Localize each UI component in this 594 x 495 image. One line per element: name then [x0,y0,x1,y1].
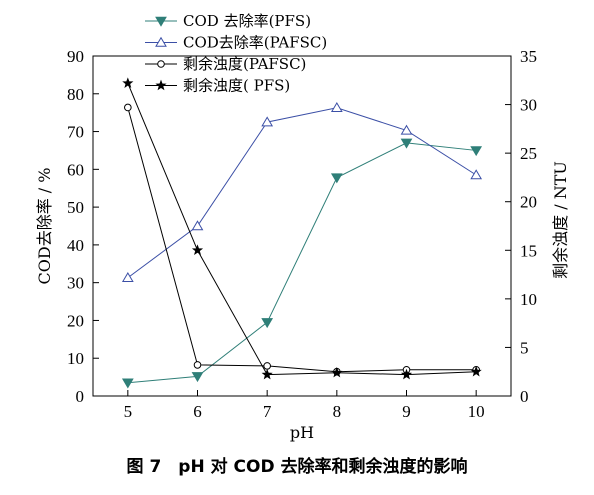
series-layer [121,77,483,389]
series-3-point [124,103,132,112]
x-tick-label: 10 [468,402,485,421]
y-left-tick-label: 50 [67,198,84,217]
y-left-tick-label: 30 [67,274,84,293]
ticks: 5 6 7 8 9 10 0 10 20 30 40 50 60 70 80 90 0 5 10 15 20 25 30 35 [67,47,537,421]
series-1-point [121,378,134,389]
series-1-point [261,318,274,329]
series-4 [122,77,482,380]
y-right-tick-label: 15 [520,241,537,260]
legend-item-3: 剩余浊度(PAFSC) [145,55,306,73]
series-2-point [330,102,343,113]
series-1-point [191,372,204,383]
series-2-point [261,116,274,127]
legend-swatch-marker [155,79,167,91]
series-2-point [191,220,204,231]
x-tick-label: 6 [193,402,202,421]
y-right-tick-label: 35 [520,47,537,66]
y-right-tick-label: 5 [520,338,529,357]
series-1-line [127,142,477,384]
series-4-line [127,83,477,376]
y-left-tick-label: 20 [67,311,84,330]
y-left-tick-label: 70 [67,123,84,142]
legend-label: 剩余浊度( PFS) [183,77,290,95]
y-left-tick-label: 40 [67,236,84,255]
figure-caption: 图 7 pH 对 COD 去除率和剩余浊度的影响 [126,457,468,477]
series-1-point [330,173,343,184]
legend-item-1: COD 去除率(PFS) [145,12,311,30]
series-3-point [263,362,271,370]
y-axis-right-title: 剩余浊度 / NTU [551,161,570,279]
legend-label: COD 去除率(PFS) [183,12,311,30]
series-4-point [261,368,273,380]
y-right-tick-label: 20 [520,193,537,212]
x-axis-title: pH [290,423,314,442]
legend: COD 去除率(PFS) COD去除率(PAFSC) 剩余浊度(PAFSC) 剩余浊度… [145,12,327,95]
series-2 [121,102,483,283]
y-right-tick-label: 10 [520,290,537,309]
legend-label: 剩余浊度(PAFSC) [183,55,306,73]
y-left-tick-label: 80 [67,85,84,104]
series-4-point [191,244,204,256]
series-1-point [400,138,413,149]
x-tick-label: 5 [124,402,133,421]
y-right-tick-label: 30 [520,96,537,115]
x-tick-label: 8 [333,402,342,421]
y-left-tick-label: 60 [67,160,84,179]
y-right-tick-label: 0 [520,387,529,406]
y-left-tick-label: 10 [67,349,84,368]
y-left-tick-label: 0 [76,387,85,406]
legend-item-2: COD去除率(PAFSC) [145,34,327,52]
series-2-line [127,107,477,279]
legend-label: COD去除率(PAFSC) [183,34,327,52]
y-axis-left-title: COD去除率 / % [35,168,54,285]
series-4-point [400,368,413,380]
series-2-point [121,272,134,283]
x-tick-label: 7 [263,402,272,421]
series-4-point [470,365,482,377]
x-tick-label: 9 [402,402,411,421]
series-4-point [331,366,343,378]
legend-swatch-marker [157,60,165,68]
series-2-point [400,124,413,135]
series-2-point [470,169,483,180]
legend-swatch-marker [155,36,167,47]
y-right-tick-label: 25 [520,144,537,163]
series-3-point [193,361,202,369]
y-left-tick-label: 90 [67,47,84,66]
plot-frame [92,55,512,397]
series-1 [121,138,483,389]
legend-swatch-marker [155,16,167,27]
legend-item-4: 剩余浊度( PFS) [145,77,290,95]
series-3-line [127,107,477,373]
series-1-point [470,146,483,157]
series-4-point [122,77,134,88]
